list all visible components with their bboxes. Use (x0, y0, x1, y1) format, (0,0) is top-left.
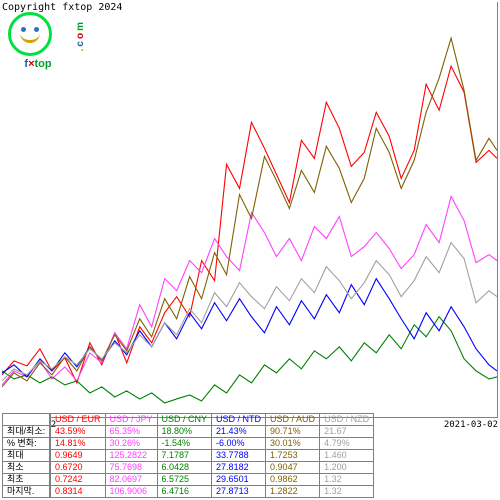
table-cell: 1.2822 (266, 486, 320, 498)
table-row-labels: 최대/최소:% 변화:최대최소최초마지막. (2, 413, 50, 498)
row-label: 마지막. (3, 486, 50, 498)
series-line (2, 196, 497, 384)
column-header: USD / EUR (51, 414, 106, 426)
table-cell: 14.81% (51, 438, 106, 450)
column-header: USD / NZD (320, 414, 374, 426)
table-cell: 90.71% (266, 426, 320, 438)
table-cell: 30.26% (105, 438, 157, 450)
table-cell: 82.0697 (105, 474, 157, 486)
currency-data-table: USD / EURUSD / JPYUSD / CNYUSD / NTDUSD … (50, 413, 374, 498)
column-header: USD / CNY (157, 414, 212, 426)
series-line (2, 279, 497, 377)
table-cell: 0.7242 (51, 474, 106, 486)
table-cell: 6.4716 (157, 486, 212, 498)
table-cell: 1.32 (320, 474, 374, 486)
table-cell: 27.8713 (212, 486, 266, 498)
table-cell: 1.200 (320, 462, 374, 474)
series-line (2, 38, 497, 387)
row-label: 최소 (3, 462, 50, 474)
table-corner (3, 414, 50, 426)
series-line (2, 317, 497, 403)
table-cell: 0.9047 (266, 462, 320, 474)
table-cell: 21.67 (320, 426, 374, 438)
exchange-rate-chart (2, 2, 498, 418)
table-cell: 6.0428 (157, 462, 212, 474)
table-cell: -6.00% (212, 438, 266, 450)
table-cell: 125.2822 (105, 450, 157, 462)
table-cell: 1.460 (320, 450, 374, 462)
table-cell: 0.9862 (266, 474, 320, 486)
table-cell: 75.7698 (105, 462, 157, 474)
row-label: 최초 (3, 474, 50, 486)
table-cell: 27.8182 (212, 462, 266, 474)
table-cell: 0.9649 (51, 450, 106, 462)
table-cell: 106.9006 (105, 486, 157, 498)
row-label: 최대/최소: (3, 426, 50, 438)
table-cell: -1.54% (157, 438, 212, 450)
table-cell: 0.6720 (51, 462, 106, 474)
table-cell: 7.1787 (157, 450, 212, 462)
table-cell: 65.35% (105, 426, 157, 438)
table-cell: 29.6501 (212, 474, 266, 486)
table-cell: 4.79% (320, 438, 374, 450)
table-cell: 18.80% (157, 426, 212, 438)
table-cell: 1.7253 (266, 450, 320, 462)
series-line (2, 243, 497, 381)
row-label: % 변화: (3, 438, 50, 450)
column-header: USD / AUD (266, 414, 320, 426)
column-header: USD / NTD (212, 414, 266, 426)
x-end-label: 2021-03-02 (444, 420, 498, 430)
table-cell: 6.5725 (157, 474, 212, 486)
table-cell: 33.7788 (212, 450, 266, 462)
table-cell: 1.32 (320, 486, 374, 498)
table-cell: 21.43% (212, 426, 266, 438)
table-cell: 30.01% (266, 438, 320, 450)
column-header: USD / JPY (105, 414, 157, 426)
row-label: 최대 (3, 450, 50, 462)
table-cell: 0.8314 (51, 486, 106, 498)
table-cell: 43.59% (51, 426, 106, 438)
